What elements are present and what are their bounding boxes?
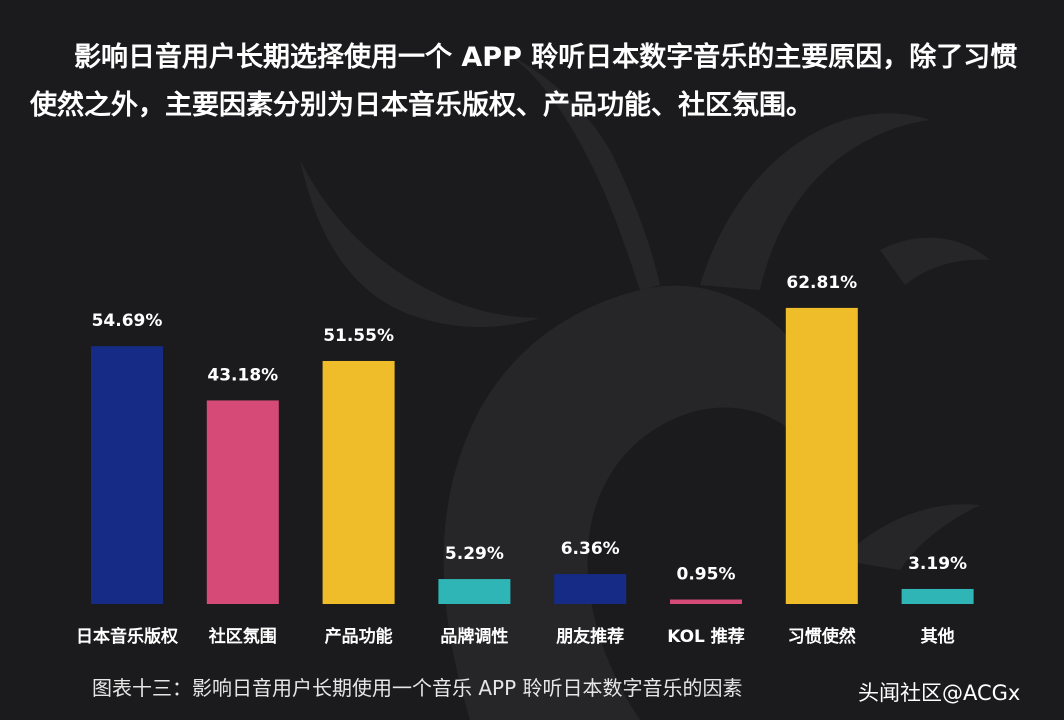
- category-label-2: 社区氛围: [208, 626, 277, 647]
- headline-text: 影响日音用户长期选择使用一个 APP 聆听日本数字音乐的主要原因，除了习惯使然之…: [30, 42, 1018, 121]
- bar-6: [670, 599, 742, 604]
- value-label-1: 54.69%: [92, 311, 163, 331]
- category-label-3: 产品功能: [325, 626, 393, 647]
- bars-group: [91, 307, 974, 604]
- bar-1: [91, 346, 163, 604]
- value-labels-group: 54.69% 43.18% 51.55% 5.29% 6.36% 0.95% 62.81% 3…: [92, 273, 967, 585]
- category-label-1: 日本音乐版权: [76, 626, 179, 647]
- bar-5: [554, 574, 627, 604]
- bar-4: [438, 579, 511, 604]
- value-label-7: 62.81%: [786, 273, 857, 293]
- bar-7: [785, 307, 858, 604]
- category-label-7: 习惯使然: [788, 626, 856, 647]
- category-label-4: 品牌调性: [440, 626, 508, 647]
- value-label-8: 3.19%: [908, 554, 967, 574]
- bar-2: [206, 400, 279, 604]
- category-label-8: 其他: [921, 626, 955, 647]
- bar-3: [322, 360, 395, 604]
- category-label-5: 朋友推荐: [556, 626, 624, 647]
- value-label-6: 0.95%: [677, 565, 736, 585]
- value-label-2: 43.18%: [207, 365, 278, 385]
- category-labels-group: 日本音乐版权 社区氛围 产品功能 品牌调性 朋友推荐 KOL 推荐 习惯使然 其他: [76, 626, 955, 647]
- value-label-5: 6.36%: [561, 539, 620, 559]
- bar-8: [901, 588, 974, 604]
- category-label-6: KOL 推荐: [667, 626, 745, 647]
- value-label-4: 5.29%: [445, 544, 504, 564]
- watermark-text: 头闻社区@ACGx: [858, 681, 1021, 705]
- figure-caption: 图表十三：影响日音用户长期使用一个音乐 APP 聆听日本数字音乐的因素: [92, 676, 743, 700]
- value-label-3: 51.55%: [323, 326, 394, 346]
